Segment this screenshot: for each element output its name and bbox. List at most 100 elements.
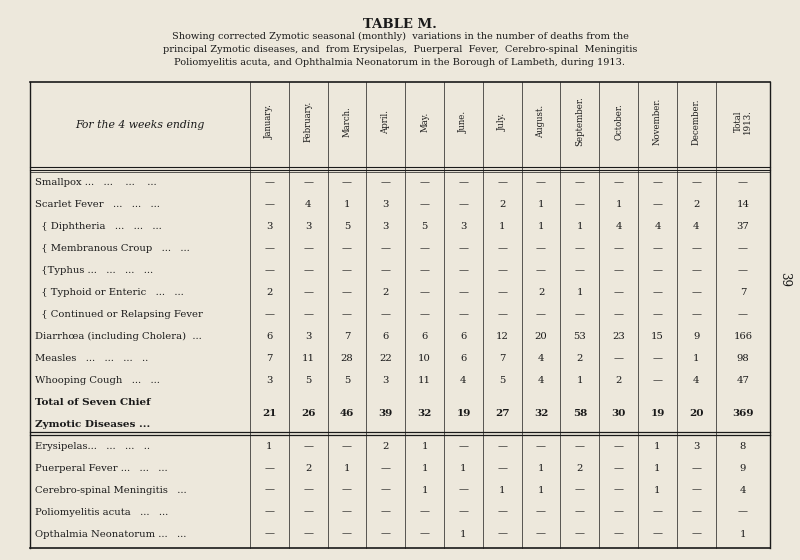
Text: —: — xyxy=(653,288,662,297)
Text: 7: 7 xyxy=(499,354,506,363)
Text: —: — xyxy=(458,442,469,451)
Text: 369: 369 xyxy=(732,409,754,418)
Text: —: — xyxy=(691,464,702,473)
Text: 1: 1 xyxy=(422,486,428,494)
Text: —: — xyxy=(575,530,585,539)
Text: { Membranous Croup   ...   ...: { Membranous Croup ... ... xyxy=(35,244,190,253)
Text: 14: 14 xyxy=(736,200,750,209)
Text: 6: 6 xyxy=(460,354,466,363)
Text: 3: 3 xyxy=(382,222,389,231)
Text: —: — xyxy=(381,464,391,473)
Text: Cerebro-spinal Meningitis   ...: Cerebro-spinal Meningitis ... xyxy=(35,486,186,494)
Text: —: — xyxy=(265,244,274,253)
Text: 1: 1 xyxy=(538,486,544,494)
Text: 19: 19 xyxy=(650,409,665,418)
Text: April.: April. xyxy=(382,110,390,133)
Text: —: — xyxy=(498,244,507,253)
Text: —: — xyxy=(575,266,585,275)
Text: Diarrhœa (including Cholera)  ...: Diarrhœa (including Cholera) ... xyxy=(35,332,202,341)
Text: —: — xyxy=(653,507,662,516)
Text: principal Zymotic diseases, and  from Erysipelas,  Puerperal  Fever,  Cerebro-sp: principal Zymotic diseases, and from Ery… xyxy=(163,45,637,54)
Text: —: — xyxy=(498,507,507,516)
Text: —: — xyxy=(342,244,352,253)
Text: —: — xyxy=(265,464,274,473)
Text: —: — xyxy=(458,266,469,275)
Text: 5: 5 xyxy=(305,376,311,385)
Text: —: — xyxy=(691,486,702,494)
Text: Smallpox ...   ...    ...    ...: Smallpox ... ... ... ... xyxy=(35,179,157,188)
Text: —: — xyxy=(498,310,507,319)
Text: 1: 1 xyxy=(654,442,661,451)
Text: 1: 1 xyxy=(460,464,466,473)
Text: 4: 4 xyxy=(460,376,466,385)
Text: —: — xyxy=(265,486,274,494)
Text: —: — xyxy=(420,266,430,275)
Text: —: — xyxy=(303,530,314,539)
Text: —: — xyxy=(420,288,430,297)
Text: 3: 3 xyxy=(266,376,273,385)
Text: 2: 2 xyxy=(382,442,389,451)
Text: 1: 1 xyxy=(615,200,622,209)
Text: 20: 20 xyxy=(689,409,703,418)
Text: For the 4 weeks ending: For the 4 weeks ending xyxy=(75,119,205,129)
Text: 19: 19 xyxy=(456,409,470,418)
Text: September.: September. xyxy=(575,97,584,146)
Text: 6: 6 xyxy=(422,332,428,341)
Text: August.: August. xyxy=(537,105,546,138)
Text: —: — xyxy=(303,442,314,451)
Text: 5: 5 xyxy=(344,222,350,231)
Text: 7: 7 xyxy=(344,332,350,341)
Text: —: — xyxy=(381,507,391,516)
Text: November.: November. xyxy=(653,98,662,145)
Text: 3: 3 xyxy=(305,332,311,341)
Text: —: — xyxy=(458,288,469,297)
Text: 28: 28 xyxy=(341,354,354,363)
Text: —: — xyxy=(536,507,546,516)
Text: December.: December. xyxy=(692,98,701,144)
Text: —: — xyxy=(614,288,624,297)
Text: Zymotic Diseases ...: Zymotic Diseases ... xyxy=(35,420,150,429)
Text: —: — xyxy=(458,310,469,319)
Text: July.: July. xyxy=(498,113,506,130)
Text: —: — xyxy=(458,507,469,516)
Text: October.: October. xyxy=(614,103,623,140)
Text: —: — xyxy=(691,288,702,297)
Text: —: — xyxy=(738,244,748,253)
Text: —: — xyxy=(342,507,352,516)
Text: 6: 6 xyxy=(460,332,466,341)
Text: 58: 58 xyxy=(573,409,587,418)
Text: Measles   ...   ...   ...   ..: Measles ... ... ... .. xyxy=(35,354,148,363)
Text: 4: 4 xyxy=(693,376,699,385)
Text: —: — xyxy=(498,288,507,297)
Text: Poliomyelitis acuta   ...   ...: Poliomyelitis acuta ... ... xyxy=(35,507,168,516)
Text: 9: 9 xyxy=(693,332,699,341)
Text: —: — xyxy=(342,486,352,494)
Text: 1: 1 xyxy=(460,530,466,539)
Text: 2: 2 xyxy=(693,200,699,209)
Text: Poliomyelitis acuta, and Ophthalmia Neonatorum in the Borough of Lambeth, during: Poliomyelitis acuta, and Ophthalmia Neon… xyxy=(174,58,626,67)
Text: —: — xyxy=(303,507,314,516)
Text: —: — xyxy=(381,486,391,494)
Text: —: — xyxy=(381,266,391,275)
Text: —: — xyxy=(575,442,585,451)
Text: 4: 4 xyxy=(615,222,622,231)
Text: —: — xyxy=(498,464,507,473)
Text: March.: March. xyxy=(342,106,351,137)
Text: —: — xyxy=(381,530,391,539)
Text: 10: 10 xyxy=(418,354,431,363)
Text: 53: 53 xyxy=(574,332,586,341)
Text: 1: 1 xyxy=(577,288,583,297)
Text: —: — xyxy=(575,179,585,188)
Text: Erysipelas...   ...   ...   ..: Erysipelas... ... ... .. xyxy=(35,442,150,451)
Text: —: — xyxy=(342,288,352,297)
Text: —: — xyxy=(691,507,702,516)
Text: —: — xyxy=(738,507,748,516)
Text: —: — xyxy=(653,244,662,253)
Text: 1: 1 xyxy=(577,376,583,385)
Text: 1: 1 xyxy=(538,222,544,231)
Text: 7: 7 xyxy=(266,354,273,363)
Text: —: — xyxy=(653,200,662,209)
Text: 32: 32 xyxy=(534,409,548,418)
Text: 9: 9 xyxy=(740,464,746,473)
Text: —: — xyxy=(614,244,624,253)
